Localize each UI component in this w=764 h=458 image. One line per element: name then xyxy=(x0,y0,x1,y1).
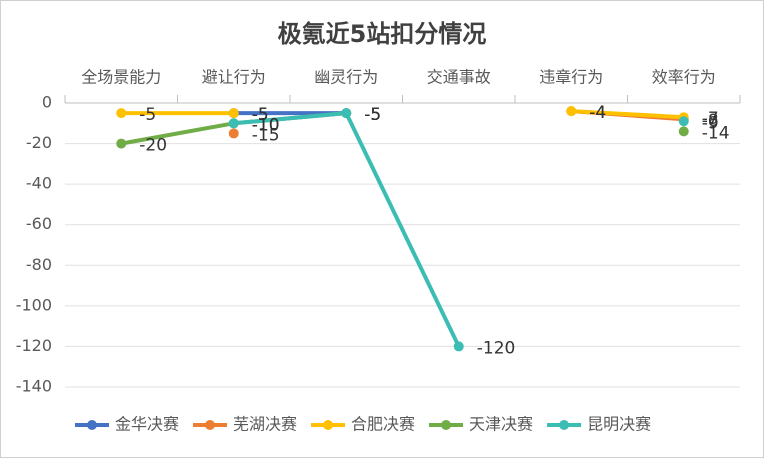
data-label: -5 xyxy=(364,105,381,125)
x-tick-label: 全场景能力 xyxy=(81,68,161,87)
data-label: -5 xyxy=(364,105,381,125)
legend-marker xyxy=(323,420,334,430)
data-label: -5 xyxy=(139,105,156,125)
legend-label: 金华决赛 xyxy=(115,415,179,434)
y-tick-label: -120 xyxy=(16,336,52,355)
series-line xyxy=(121,109,684,120)
y-tick-label: 0 xyxy=(42,93,52,112)
data-label: -14 xyxy=(702,123,730,143)
legend-label: 天津决赛 xyxy=(469,415,533,434)
legend-marker xyxy=(87,420,97,430)
data-label: -4 xyxy=(589,103,606,123)
data-label: -120 xyxy=(477,338,516,358)
data-label: -10 xyxy=(252,115,280,135)
data-point xyxy=(453,341,464,352)
legend-marker xyxy=(441,420,452,430)
data-label: -10 xyxy=(252,115,280,135)
data-label: -5 xyxy=(252,105,269,125)
data-label: -9 xyxy=(702,113,719,133)
y-tick-label: -60 xyxy=(26,214,52,233)
x-tick-label: 违章行为 xyxy=(539,68,603,87)
x-tick-label: 效率行为 xyxy=(652,68,716,87)
data-label: -15 xyxy=(252,125,280,145)
data-point xyxy=(116,138,127,149)
y-tick-label: -40 xyxy=(26,174,52,193)
y-tick-label: -20 xyxy=(26,133,52,152)
legend-marker xyxy=(205,420,216,430)
legend-label: 合肥决赛 xyxy=(351,415,415,434)
data-label: -5 xyxy=(364,105,381,125)
data-point xyxy=(566,106,577,117)
data-point xyxy=(341,108,352,119)
data-label: -7 xyxy=(702,109,719,129)
data-point xyxy=(228,128,239,139)
data-point xyxy=(678,126,689,137)
y-tick-label: -140 xyxy=(16,377,52,396)
legend-label: 芜湖决赛 xyxy=(233,415,297,434)
legend-marker xyxy=(559,420,570,430)
y-tick-label: -80 xyxy=(26,255,52,274)
x-tick-label: 避让行为 xyxy=(202,68,266,87)
data-point xyxy=(116,108,127,119)
data-label: -8 xyxy=(702,111,719,131)
data-label: -4 xyxy=(589,103,606,123)
x-tick-label: 交通事故 xyxy=(427,68,491,87)
chart-title: 极氪近5站扣分情况 xyxy=(278,20,487,48)
legend-label: 昆明决赛 xyxy=(587,415,651,434)
x-tick-label: 幽灵行为 xyxy=(314,68,378,87)
data-point xyxy=(228,118,239,129)
data-point xyxy=(228,108,239,119)
data-point xyxy=(678,116,689,127)
data-label: -5 xyxy=(252,105,269,125)
data-label: -20 xyxy=(139,136,167,156)
y-tick-label: -100 xyxy=(16,295,52,314)
